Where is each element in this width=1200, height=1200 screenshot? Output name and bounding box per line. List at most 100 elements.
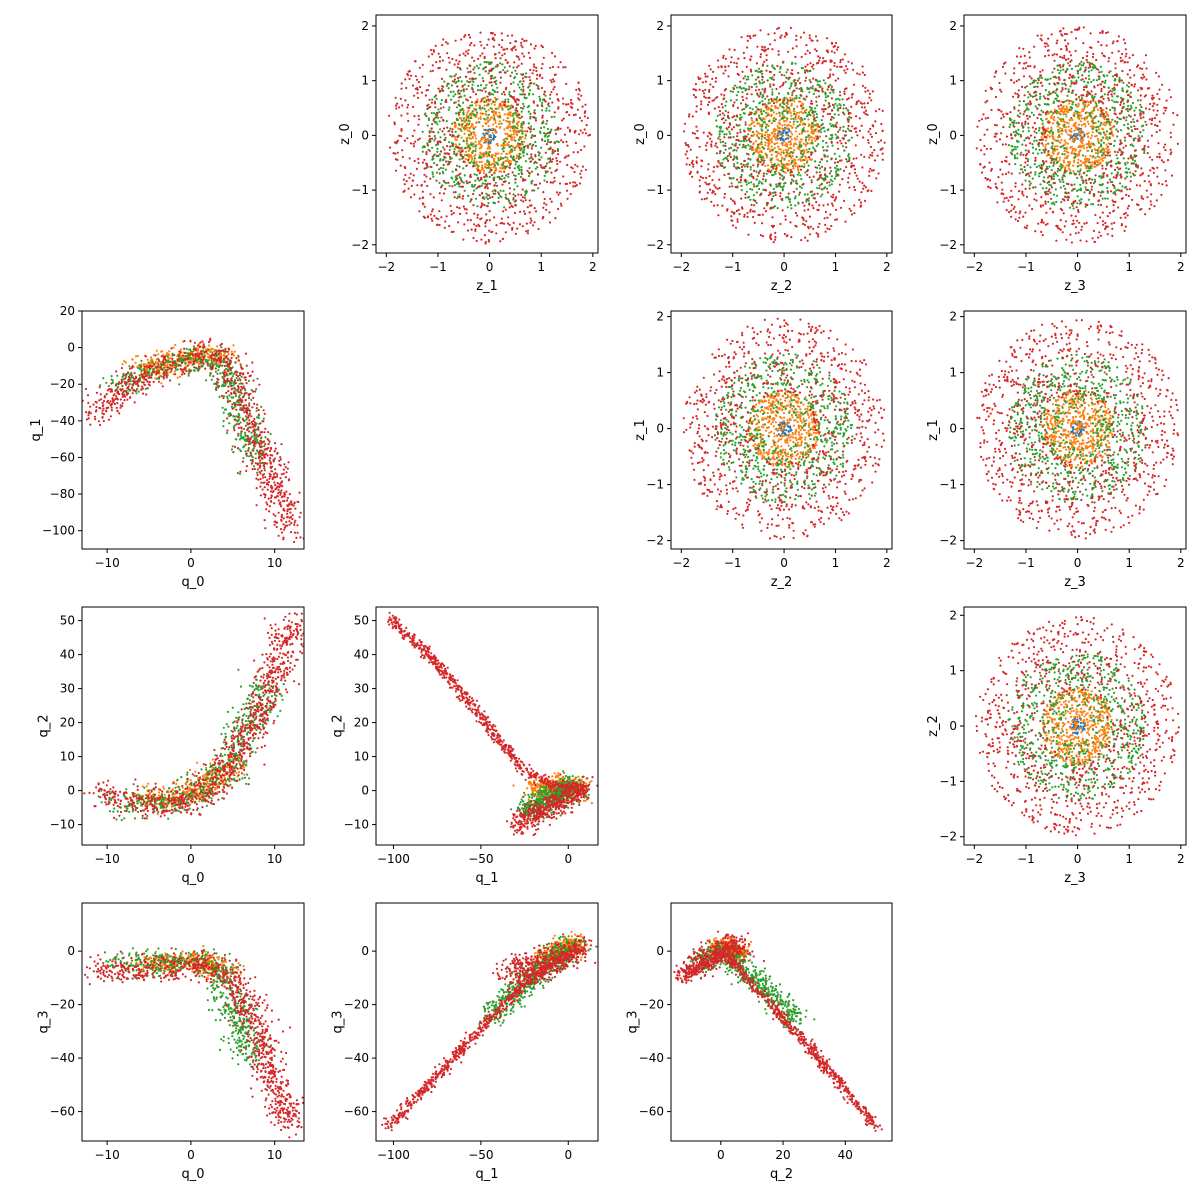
data-point — [810, 100, 812, 102]
data-point — [428, 107, 430, 109]
data-point — [771, 48, 773, 50]
data-point — [536, 104, 538, 106]
data-point — [798, 101, 800, 103]
data-point — [764, 165, 766, 167]
data-point — [764, 91, 766, 93]
data-point — [746, 66, 748, 68]
data-point — [725, 119, 727, 121]
data-point — [543, 99, 545, 101]
data-point — [471, 104, 473, 106]
data-point — [521, 38, 523, 40]
data-point — [473, 72, 475, 74]
data-point — [798, 172, 800, 174]
data-point — [468, 123, 470, 125]
data-point — [734, 85, 736, 87]
data-point — [506, 106, 508, 108]
data-point — [821, 166, 823, 168]
data-point — [459, 76, 461, 78]
data-point — [400, 98, 402, 100]
data-point — [1063, 121, 1065, 123]
data-point — [859, 117, 861, 119]
data-point — [749, 188, 751, 190]
data-point — [521, 111, 523, 113]
data-point — [801, 187, 803, 189]
data-point — [750, 181, 752, 183]
data-point — [817, 235, 819, 237]
data-point — [855, 144, 857, 146]
data-point — [779, 177, 781, 179]
data-point — [844, 93, 846, 95]
data-point — [831, 183, 833, 185]
data-point — [550, 181, 552, 183]
data-point — [783, 100, 785, 102]
data-point — [860, 102, 862, 104]
data-point — [867, 139, 869, 141]
data-point — [455, 40, 457, 42]
data-point — [827, 95, 829, 97]
data-point — [850, 106, 852, 108]
data-point — [481, 166, 483, 168]
data-point — [456, 118, 458, 120]
data-point — [796, 45, 798, 47]
data-point — [467, 219, 469, 221]
data-point — [462, 198, 464, 200]
data-point — [471, 229, 473, 231]
data-point — [579, 182, 581, 184]
data-point — [782, 83, 784, 85]
data-point — [506, 138, 508, 140]
data-point — [521, 147, 523, 149]
data-point — [777, 125, 779, 127]
data-point — [445, 182, 447, 184]
data-point — [476, 217, 478, 219]
data-point — [518, 158, 520, 160]
data-point — [757, 132, 759, 134]
data-point — [440, 141, 442, 143]
data-point — [511, 227, 513, 229]
data-point — [505, 194, 507, 196]
data-point — [1066, 157, 1068, 159]
data-point — [400, 128, 402, 130]
data-point — [490, 169, 492, 171]
data-point — [472, 150, 474, 152]
data-point — [771, 65, 773, 67]
data-point — [530, 126, 532, 128]
data-point — [488, 167, 490, 169]
data-point — [724, 89, 726, 91]
data-point — [1077, 159, 1079, 161]
data-point — [430, 213, 432, 215]
data-point — [746, 183, 748, 185]
data-point — [521, 116, 523, 118]
data-point — [468, 134, 470, 136]
data-point — [431, 210, 433, 212]
data-point — [473, 223, 475, 225]
data-point — [538, 96, 540, 98]
data-point — [702, 90, 704, 92]
data-point — [807, 209, 809, 211]
data-point — [841, 178, 843, 180]
data-point — [539, 152, 541, 154]
data-point — [763, 207, 765, 209]
data-point — [491, 68, 493, 70]
data-point — [806, 161, 808, 163]
data-point — [835, 98, 837, 100]
data-point — [1080, 140, 1082, 142]
data-point — [514, 45, 516, 47]
data-point — [457, 221, 459, 223]
data-point — [522, 103, 524, 105]
data-point — [479, 89, 481, 91]
data-point — [784, 182, 786, 184]
data-point — [473, 44, 475, 46]
data-point — [831, 136, 833, 138]
data-point — [425, 167, 427, 169]
data-point — [423, 159, 425, 161]
data-point — [1069, 162, 1071, 164]
data-point — [398, 135, 400, 137]
data-point — [855, 103, 857, 105]
data-point — [1061, 153, 1063, 155]
data-point — [446, 215, 448, 217]
data-point — [444, 137, 446, 139]
data-point — [1126, 116, 1128, 118]
data-point — [761, 120, 763, 122]
data-point — [416, 168, 418, 170]
data-point — [488, 125, 490, 127]
